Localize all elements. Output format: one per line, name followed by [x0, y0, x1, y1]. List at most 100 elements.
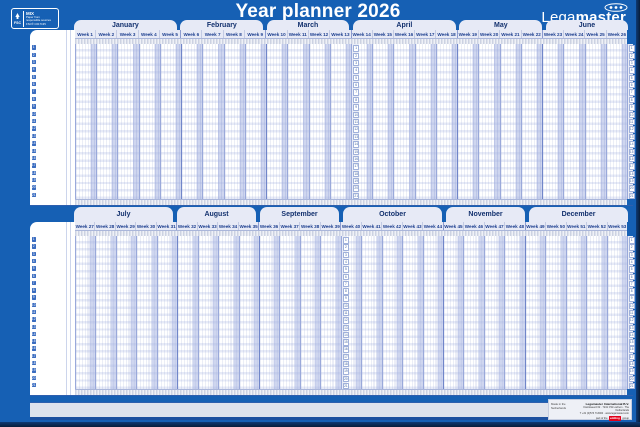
row-number: 15: [31, 148, 36, 153]
week-column-week-24: [564, 44, 586, 199]
row-number: 4: [628, 259, 635, 266]
week-column-week-8: [224, 44, 246, 199]
row-number: 13: [31, 324, 36, 330]
month-columns-september: [260, 236, 342, 389]
page-title: Year planner 2026: [235, 1, 401, 22]
row-number: 20: [628, 375, 635, 383]
row-number: 12: [31, 317, 36, 322]
fsc-mix-label: MIX: [26, 11, 35, 17]
row-number: 4: [353, 67, 360, 74]
week-column-week-43: [403, 236, 424, 389]
row-number: 10: [628, 111, 635, 119]
row-number: 1: [353, 45, 360, 52]
company-contact: T +31 (0)573 713000 · www.legamaster.com: [579, 412, 629, 416]
row-numbers-mid: 1 2 3 4 5 6 7 8 9 10 11 12 13 14 15 16 17 18 19 20 21: [340, 236, 350, 390]
row-number: 2: [628, 52, 635, 59]
week-header-cell: Week 48: [505, 223, 525, 229]
week-header-cell: Week 13: [331, 31, 350, 37]
week-header-group-august: Week 32 Week 33 Week 34 Week 35: [177, 222, 260, 230]
edding-logo: edding: [608, 415, 622, 421]
week-header-cell: Week 6: [181, 30, 203, 38]
row-number: 17: [353, 163, 360, 170]
row-number: 18: [628, 170, 635, 178]
half-baseline: [30, 394, 633, 396]
row-number: 18: [31, 361, 36, 366]
week-header-cell: Week 5: [162, 31, 178, 37]
row-number: 7: [628, 89, 635, 96]
row-number: 5: [31, 266, 36, 271]
week-header-cell: Week 42: [382, 222, 403, 230]
row-panel-divider: [70, 30, 71, 205]
week-header-cell: Week 17: [416, 30, 437, 38]
month-columns-april: [352, 44, 458, 199]
row-number: 11: [353, 119, 360, 126]
row-label-panel: [30, 222, 75, 396]
row-number: 13: [628, 324, 635, 332]
week-column-week-28: [96, 236, 117, 389]
row-number: 15: [31, 339, 36, 344]
fsc-line1: Paper from: [26, 15, 40, 20]
part-of-label: part of the: [595, 416, 608, 420]
row-number: 8: [31, 288, 36, 293]
week-header-cell: Week 29: [116, 222, 137, 230]
row-number: 15: [353, 148, 360, 155]
month-tab-october: October: [342, 207, 443, 222]
row-number: 6: [628, 273, 635, 281]
row-number: 8: [628, 96, 635, 104]
row-number: 10: [31, 302, 36, 308]
week-header-cell: Week 39: [321, 223, 340, 229]
week-header-group-december: Week 49 Week 50 Week 51 Week 52 Week 53: [526, 222, 627, 230]
week-column-week-38: [300, 236, 322, 389]
week-column-week-23: [543, 44, 565, 199]
row-panel-divider: [66, 30, 67, 205]
week-column-week-3: [118, 44, 140, 199]
half-baseline: [30, 204, 633, 206]
week-header-cell: Week 34: [218, 222, 239, 230]
row-number: 21: [628, 382, 635, 390]
row-number: 1: [31, 45, 36, 50]
week-header-cell: Week 50: [546, 222, 567, 230]
week-header-cell: Week 12: [309, 30, 331, 38]
row-number: 4: [31, 259, 36, 264]
week-header-cell: Week 43: [403, 222, 424, 230]
row-number: 15: [628, 339, 635, 346]
row-number: 4: [31, 67, 36, 72]
edding-group-lockup: part of the edding group: [579, 416, 629, 421]
row-number: 20: [31, 375, 36, 381]
month-tab-december: December: [528, 207, 629, 222]
row-number: 17: [31, 163, 36, 168]
made-in-label: Made in the Netherlands: [551, 401, 567, 410]
row-number: 2: [31, 52, 36, 57]
row-number: 6: [31, 82, 36, 87]
week-header-group-june: Week 23 Week 24 Week 25 Week 26: [543, 30, 627, 38]
week-header-cell: Week 33: [198, 222, 219, 230]
week-header-cell: Week 52: [587, 222, 608, 230]
row-number: 21: [342, 382, 350, 390]
row-number: 12: [628, 126, 635, 133]
row-number: 13: [342, 324, 350, 332]
row-number: 11: [628, 310, 635, 317]
row-number: 8: [31, 96, 36, 102]
row-number: 19: [353, 178, 360, 185]
week-column-week-34: [219, 236, 240, 389]
week-header-cell: Week 47: [485, 222, 506, 230]
week-column-week-11: [288, 44, 310, 199]
week-column-week-25: [585, 44, 607, 199]
row-number: 5: [353, 74, 360, 82]
week-header-cell: Week 53: [608, 223, 627, 229]
day-numbers-strip-bottom: [75, 389, 627, 395]
row-number: 15: [342, 339, 350, 346]
row-number: 17: [31, 353, 36, 359]
week-column-week-52: [587, 236, 608, 389]
row-number: 2: [31, 244, 36, 249]
row-number: 3: [31, 59, 36, 65]
week-header-cell: Week 46: [464, 222, 485, 230]
row-number: 21: [31, 192, 36, 198]
week-column-week-17: [415, 44, 437, 199]
week-column-week-18: [436, 44, 458, 199]
week-header-cell: Week 35: [239, 223, 258, 229]
legamaster-eye-icon: [604, 3, 628, 12]
row-number: 20: [31, 185, 36, 190]
week-column-week-48: [505, 236, 525, 389]
group-label: group: [622, 416, 629, 420]
